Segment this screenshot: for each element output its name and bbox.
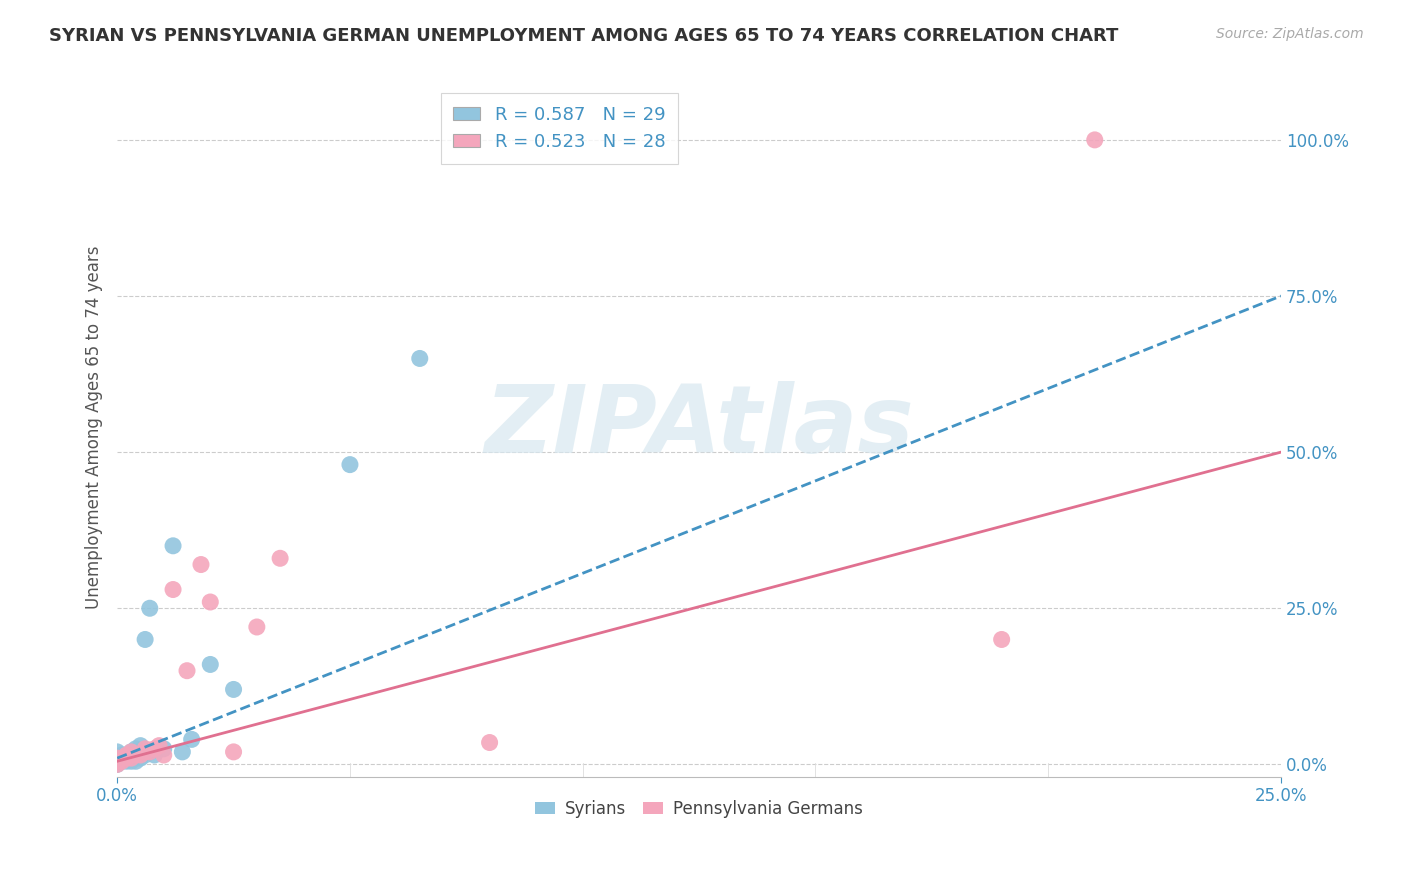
Point (105, 754, 128, 768)
Point (129, 747, 152, 762)
Point (139, 745, 162, 759)
Point (105, 745, 128, 759)
Point (120, 751, 142, 765)
Point (339, 458, 361, 472)
Point (125, 747, 148, 762)
Point (125, 741, 148, 756)
Point (115, 751, 138, 765)
Point (125, 754, 148, 768)
Point (134, 745, 156, 759)
Legend: Syrians, Pennsylvania Germans: Syrians, Pennsylvania Germans (529, 793, 870, 824)
Point (200, 657, 222, 672)
Point (180, 732, 202, 747)
Point (162, 582, 184, 597)
Point (105, 754, 128, 768)
Point (115, 754, 138, 768)
Point (129, 739, 152, 753)
Point (139, 601, 162, 615)
Point (134, 741, 156, 756)
Point (105, 751, 128, 765)
Point (143, 747, 166, 762)
Text: Source: ZipAtlas.com: Source: ZipAtlas.com (1216, 27, 1364, 41)
Point (222, 745, 245, 759)
Text: SYRIAN VS PENNSYLVANIA GERMAN UNEMPLOYMENT AMONG AGES 65 TO 74 YEARS CORRELATION: SYRIAN VS PENNSYLVANIA GERMAN UNEMPLOYME… (49, 27, 1119, 45)
Point (176, 664, 198, 678)
Point (105, 751, 128, 765)
Point (200, 595, 222, 609)
Point (990, 632, 1012, 647)
Point (409, 351, 432, 366)
Y-axis label: Unemployment Among Ages 65 to 74 years: Unemployment Among Ages 65 to 74 years (86, 245, 103, 609)
Point (115, 747, 138, 762)
Point (478, 735, 501, 749)
Point (120, 745, 142, 759)
Point (152, 741, 174, 756)
Point (148, 739, 170, 753)
Point (105, 754, 128, 768)
Point (162, 539, 184, 553)
Point (111, 751, 134, 765)
Point (105, 757, 128, 772)
Point (134, 747, 156, 762)
Point (120, 745, 142, 759)
Point (1084, 133, 1107, 147)
Point (111, 754, 134, 768)
Point (139, 745, 162, 759)
Point (152, 747, 174, 762)
Point (115, 747, 138, 762)
Point (246, 620, 269, 634)
Point (222, 682, 245, 697)
Point (120, 754, 142, 768)
Point (105, 754, 128, 768)
Point (172, 745, 194, 759)
Point (105, 751, 128, 765)
Point (143, 741, 166, 756)
Point (111, 754, 134, 768)
Point (111, 747, 134, 762)
Point (105, 757, 128, 772)
Point (269, 551, 291, 566)
Point (190, 558, 212, 572)
Point (134, 632, 156, 647)
Point (129, 751, 152, 765)
Text: ZIPAtlas: ZIPAtlas (484, 381, 914, 473)
